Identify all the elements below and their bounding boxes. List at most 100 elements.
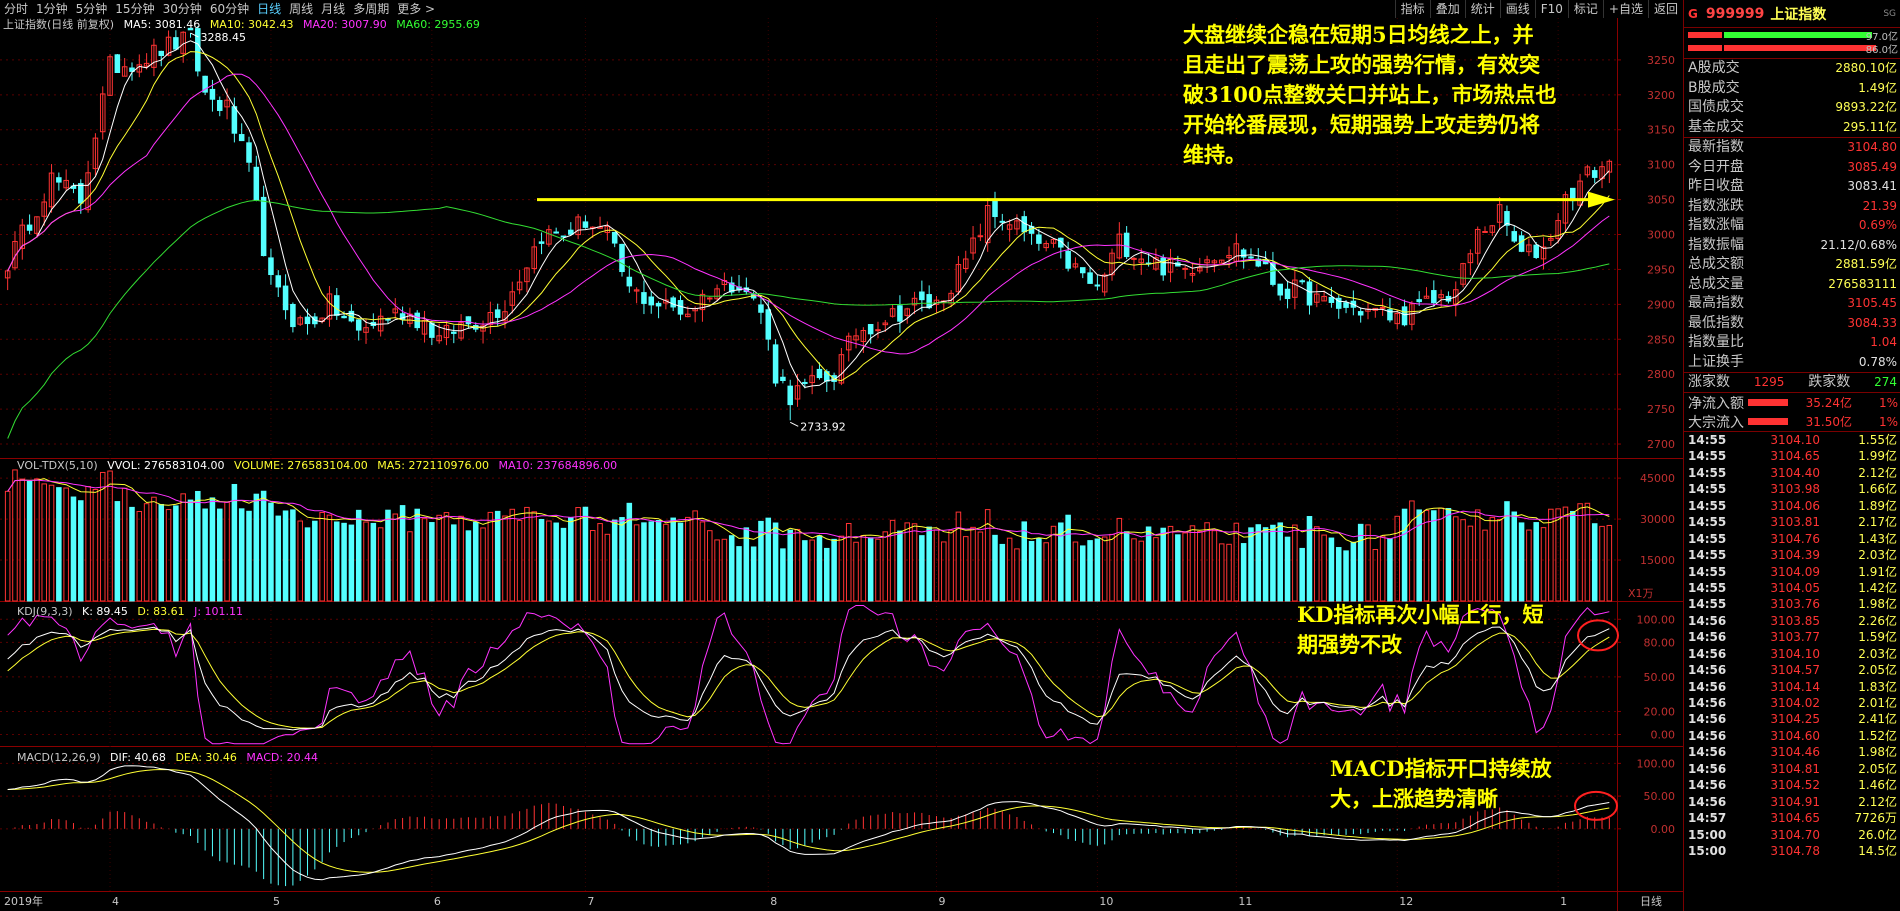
candle-body [970,237,976,254]
tick-volume: 2.26亿 [1858,613,1897,628]
tick-time: 14:56 [1688,679,1727,694]
volume-bar [772,522,779,602]
tool-button[interactable]: 叠加 [1429,0,1465,18]
tick-price: 3104.05 [1770,580,1820,595]
volume-bar [436,514,442,602]
period-tab[interactable]: 1分钟 [36,2,68,16]
up-count-label: 涨家数 [1688,374,1730,390]
tick-volume: 14.5亿 [1858,843,1897,858]
volume-bar [1577,503,1583,602]
volume-bar [1460,519,1466,602]
tick-row: 14:55 3104.09 1.91亿 [1684,564,1900,580]
volume-bar [1365,524,1371,602]
tick-price: 3104.91 [1770,794,1820,809]
quote-row: 总成交量 276583111 [1684,275,1900,295]
volume-bar [648,521,655,602]
volume-bar [4,490,11,602]
candle-body [12,240,18,269]
tick-volume: 1.83亿 [1858,679,1897,694]
volume-bar [1445,508,1452,602]
volume-bar [992,534,998,602]
volume-bar [962,536,969,602]
candle-body [1496,204,1503,223]
candle-body [4,270,11,279]
volume-bar [502,515,508,602]
macd-tick-label: 50.00 [1644,790,1676,803]
volume-bar [926,526,932,602]
volume-bar [1028,540,1035,602]
quote-value: 3083.41 [1847,179,1897,193]
flow-row: 净流入额 35.24亿 1% [1684,393,1900,412]
tool-button[interactable]: 标记 [1567,0,1603,18]
main-legend: 上证指数(日线 前复权) MA5: 3081.46 MA10: 3042.43 … [3,18,486,32]
volume-bar [480,527,486,602]
volume-bar [202,508,208,602]
volume-bar [92,489,99,602]
volume-ma5-line [7,478,1610,544]
tool-button[interactable]: 统计 [1464,0,1500,18]
volume-bar [187,499,194,602]
tick-price: 3104.02 [1770,696,1820,710]
candle-body [41,201,47,217]
period-tab[interactable]: 30分钟 [162,2,202,16]
volume-bar [1284,536,1291,602]
candle-body [1431,290,1437,304]
tick-volume: 1.99亿 [1858,449,1897,464]
period-tab[interactable]: 日线 [257,2,282,16]
volume-bar [1182,532,1188,602]
vol-title: VOL-TDX(5,10) [17,459,98,472]
tick-volume: 1.52亿 [1858,728,1897,743]
tick-row: 14:56 3104.81 2.05亿 [1684,761,1900,777]
tool-button[interactable]: 指标 [1394,0,1430,18]
tick-time: 14:55 [1688,580,1727,595]
volume-bar [1504,501,1510,602]
volume-bar [370,522,377,602]
volume-bar [1299,547,1305,602]
tool-button[interactable]: 画线 [1499,0,1535,18]
tick-volume: 2.03亿 [1858,548,1897,563]
tool-button[interactable]: +自选 [1602,0,1648,18]
candle-body [334,295,340,316]
volume-tick-label: 30000 [1640,513,1675,526]
tick-volume: 7726万 [1854,811,1897,826]
candle-body [787,385,793,406]
volume-bar [334,521,340,602]
candle-body [802,381,808,384]
quote-label: 指数量比 [1688,334,1744,350]
volume-bar [451,524,457,602]
chart-area[interactable]: 2700 2750 2800 2850 2900 2950 3000 3050 3100 3150… [0,18,1683,911]
ratio-value: 97.0亿 [1865,32,1898,43]
volume-bar [955,511,962,602]
volume-bar [1065,514,1071,602]
quote-label: 最高指数 [1688,295,1744,311]
x-month-label: 11 [1238,895,1252,908]
candle-body [436,335,442,342]
tick-price: 3104.09 [1770,564,1820,579]
volume-bar [487,511,494,602]
tool-button[interactable]: 返回 [1647,0,1683,18]
volume-bar [699,521,706,602]
volume-bar [319,511,325,602]
candle-body [443,324,450,339]
volume-bar [1591,523,1598,602]
tick-row: 14:56 3104.46 1.98亿 [1684,744,1900,760]
candle-body [1189,273,1196,276]
period-tab[interactable]: 15分钟 [115,2,155,16]
period-tab[interactable]: 多周期 [353,2,390,16]
kdj-title: KDJ(9,3,3) [17,605,73,618]
price-tick-label: 3250 [1647,54,1675,67]
period-tab[interactable]: 60分钟 [209,2,250,16]
candle-body [1255,258,1262,267]
period-tab[interactable]: 月线 [321,2,346,16]
ma10-label: MA10: 3042.43 [209,18,294,31]
period-tab[interactable]: 分时 [4,2,29,16]
volume-bar [304,527,311,602]
period-tab[interactable]: 5分钟 [75,2,108,16]
tool-button[interactable]: F10 [1534,0,1568,18]
quote-row: 总成交额 2881.59亿 [1684,255,1900,275]
candle-body [1416,299,1422,303]
candle-body [1321,295,1327,302]
period-tab[interactable]: 周线 [289,2,314,16]
period-tab[interactable]: 更多 > [397,2,436,16]
candle-body [1072,263,1079,268]
